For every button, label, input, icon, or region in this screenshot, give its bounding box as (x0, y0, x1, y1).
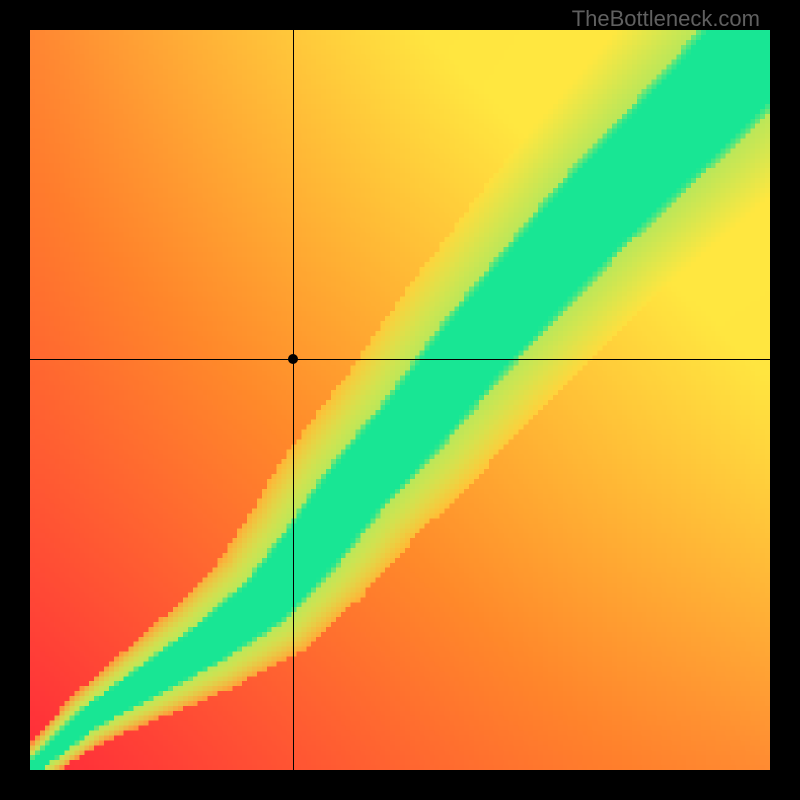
plot-area (30, 30, 770, 770)
chart-container: TheBottleneck.com (0, 0, 800, 800)
crosshair-vertical (293, 30, 294, 770)
watermark-text: TheBottleneck.com (572, 6, 760, 32)
crosshair-marker (288, 354, 298, 364)
crosshair-horizontal (30, 359, 770, 360)
heatmap-canvas (30, 30, 770, 770)
